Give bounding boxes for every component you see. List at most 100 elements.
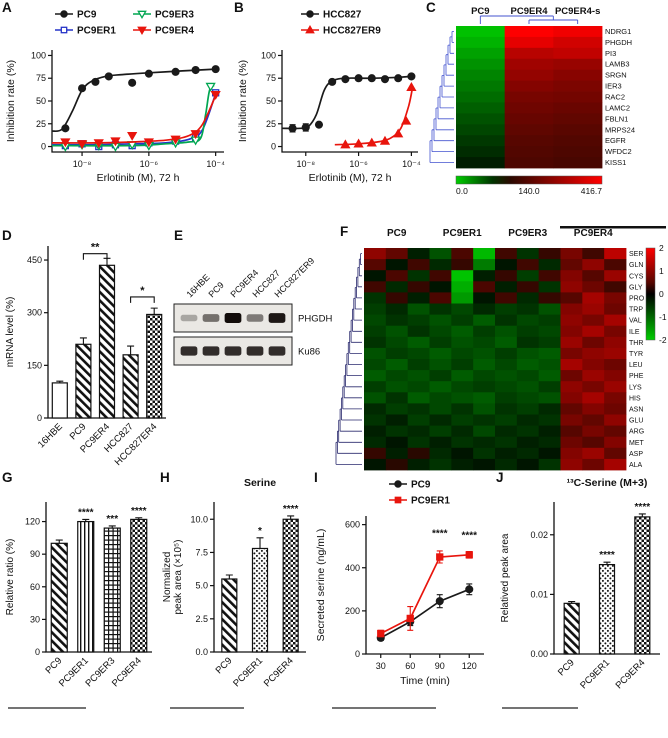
data-point-marker bbox=[393, 128, 404, 138]
x-tick-label: 10⁻⁴ bbox=[402, 159, 421, 169]
heatmap-cell bbox=[364, 392, 387, 404]
error-bar bbox=[225, 574, 233, 579]
heatmap-cell bbox=[553, 58, 603, 71]
heatmap-cell bbox=[516, 436, 540, 449]
significance-stars: * bbox=[258, 526, 262, 537]
heatmap-cell bbox=[516, 392, 540, 404]
row-label: ASN bbox=[629, 406, 643, 413]
heatmap-cell bbox=[553, 124, 603, 136]
y-tick-label: 0.01 bbox=[530, 589, 548, 599]
heatmap-cell bbox=[560, 392, 583, 404]
heatmap-cell bbox=[385, 414, 409, 426]
heatmap-cell bbox=[582, 425, 605, 438]
heatmap-cell bbox=[495, 381, 518, 393]
heatmap-cell bbox=[582, 292, 605, 304]
heatmap-cell bbox=[560, 292, 583, 304]
row-label: KISS1 bbox=[605, 158, 626, 167]
x-axis-label: Time (min) bbox=[400, 675, 450, 687]
heatmap-cell bbox=[582, 359, 605, 371]
data-point-marker bbox=[210, 90, 221, 100]
colorbar bbox=[455, 175, 603, 185]
heatmap-cell bbox=[538, 425, 561, 438]
y-tick-label: 100 bbox=[31, 50, 46, 60]
data-point-marker bbox=[366, 137, 377, 147]
band-label: PHGDH bbox=[298, 314, 332, 325]
column-header: PC9ER4 bbox=[511, 6, 549, 17]
heatmap-cell bbox=[560, 447, 583, 460]
row-label: ALA bbox=[629, 462, 643, 469]
heatmap-cell bbox=[604, 359, 627, 371]
heatmap-cell bbox=[385, 436, 409, 449]
category-label: PC9ER1 bbox=[231, 655, 265, 689]
error-bar bbox=[127, 345, 135, 355]
heatmap-cell bbox=[407, 392, 430, 404]
category-label: PC9ER4 bbox=[262, 655, 296, 689]
heatmap-cell bbox=[516, 370, 540, 382]
significance-stars: *** bbox=[106, 514, 118, 525]
heatmap-cell bbox=[451, 447, 474, 460]
heatmap-cell bbox=[560, 303, 583, 315]
heatmap-cell bbox=[385, 447, 409, 460]
heatmap-cell bbox=[560, 458, 583, 471]
significance-stars: ** bbox=[91, 242, 100, 254]
heatmap-cell bbox=[407, 458, 430, 471]
y-tick-label: 50 bbox=[266, 96, 276, 106]
column-header: PC9ER1 bbox=[443, 228, 482, 239]
data-point-marker bbox=[340, 139, 351, 149]
heatmap-cell bbox=[516, 347, 540, 360]
heatmap-cell bbox=[407, 292, 430, 304]
y-tick-label: 200 bbox=[345, 606, 360, 616]
heatmap-cell bbox=[364, 381, 387, 393]
heatmap-cell bbox=[516, 292, 540, 304]
data-point-marker bbox=[143, 138, 154, 148]
heatmap-cell bbox=[538, 314, 561, 327]
data-point-marker bbox=[407, 72, 416, 81]
legend-label: HCC827ER9 bbox=[323, 26, 381, 37]
colorbar-label: 416.7 bbox=[581, 186, 603, 196]
legend-label: PC9 bbox=[77, 10, 97, 21]
heatmap-cell bbox=[385, 359, 409, 371]
heatmap-cell bbox=[451, 314, 474, 327]
row-label: LEU bbox=[629, 362, 643, 369]
y-tick-label: 0.02 bbox=[530, 530, 548, 540]
blot-band bbox=[224, 313, 242, 323]
heatmap-cell bbox=[553, 135, 603, 147]
lane-label: 16HBE bbox=[184, 272, 211, 299]
heatmap-cell bbox=[429, 392, 452, 404]
heatmap-cell bbox=[582, 458, 605, 471]
heatmap-cell bbox=[504, 113, 554, 125]
y-tick-label: 120 bbox=[25, 517, 40, 527]
heatmap-cell bbox=[538, 303, 561, 315]
heatmap-cell bbox=[582, 270, 605, 282]
heatmap-cell bbox=[451, 436, 474, 449]
column-dendrogram-bar bbox=[560, 226, 666, 229]
chart-title: Serine bbox=[244, 477, 276, 489]
heatmap-cell bbox=[429, 370, 452, 382]
heatmap-cell bbox=[495, 414, 518, 426]
heatmap-cell bbox=[538, 248, 561, 260]
heatmap-cell bbox=[495, 303, 518, 315]
category-label: PC9 bbox=[44, 655, 65, 676]
y-tick-label: 450 bbox=[27, 255, 42, 265]
data-point-marker bbox=[394, 496, 402, 504]
significance-stars: **** bbox=[635, 502, 651, 513]
heatmap-cell bbox=[604, 336, 627, 349]
y-axis-label: peak area (×10⁵) bbox=[173, 539, 184, 614]
row-label: LAMB3 bbox=[605, 60, 630, 69]
blot-band bbox=[180, 314, 198, 322]
heatmap-cell bbox=[604, 281, 627, 293]
heatmap-cell bbox=[429, 270, 452, 282]
heatmap-cell bbox=[504, 146, 554, 158]
heatmap-cell bbox=[407, 370, 430, 382]
legend-label: PC9ER3 bbox=[155, 10, 194, 21]
x-axis-label: Erlotinib (M), 72 h bbox=[97, 172, 180, 184]
heatmap-cell bbox=[407, 359, 430, 371]
heatmap-cell bbox=[582, 336, 605, 349]
heatmap-cell bbox=[451, 403, 474, 415]
y-tick-label: 0.0 bbox=[195, 647, 208, 657]
data-point-marker bbox=[61, 124, 70, 133]
heatmap-cell bbox=[495, 325, 518, 338]
heatmap-cell bbox=[385, 403, 409, 415]
heatmap-cell bbox=[516, 414, 540, 426]
heatmap-cell bbox=[516, 303, 540, 315]
